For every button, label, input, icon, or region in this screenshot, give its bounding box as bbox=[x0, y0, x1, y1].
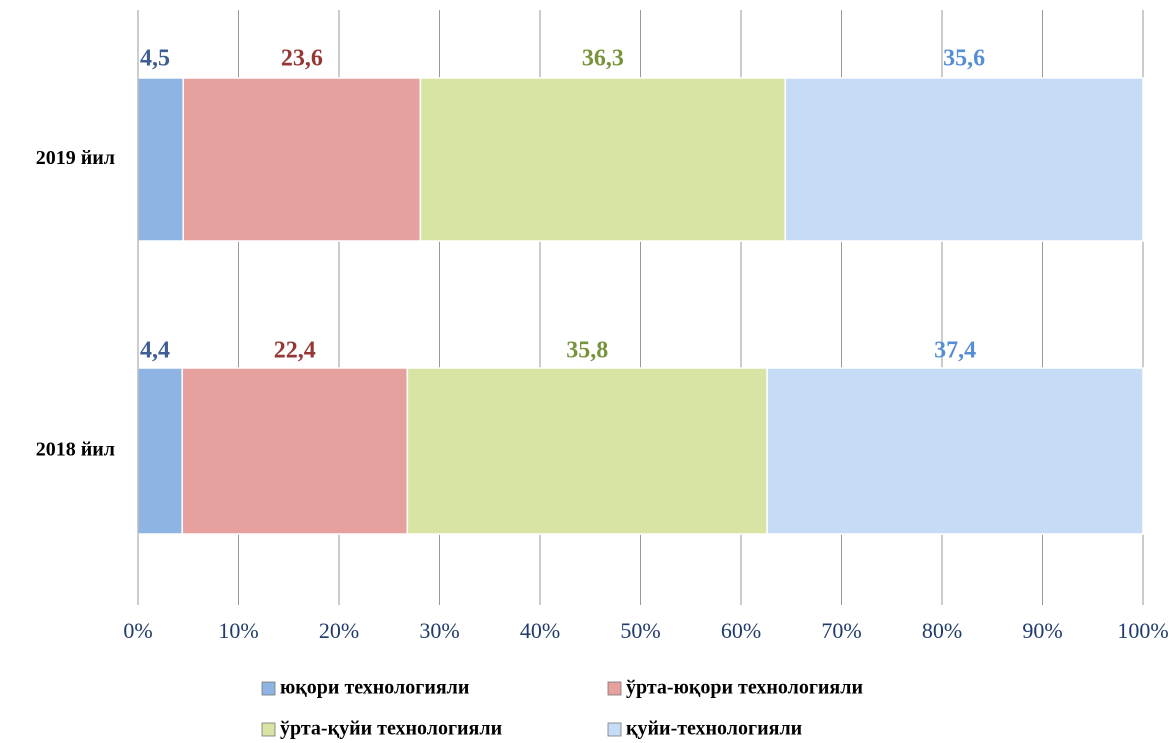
y-tick-label: 2019 йил bbox=[36, 147, 115, 169]
legend-swatch bbox=[261, 681, 276, 696]
legend-label: ўрта-юқори технологияли bbox=[626, 677, 863, 699]
bar-segment bbox=[137, 77, 184, 242]
x-tick-label: 100% bbox=[1117, 618, 1168, 643]
legend-swatch bbox=[607, 722, 622, 737]
x-tick-label: 70% bbox=[821, 618, 861, 643]
data-label: 4,5 bbox=[140, 46, 170, 72]
x-tick-label: 60% bbox=[721, 618, 761, 643]
y-tick-label: 2018 йил bbox=[36, 439, 115, 461]
legend-label: ўрта-қуйи технологияли bbox=[280, 718, 502, 740]
data-label: 35,8 bbox=[566, 338, 608, 364]
x-tick-label: 0% bbox=[123, 618, 152, 643]
bar-segment bbox=[419, 77, 786, 242]
x-tick-label: 80% bbox=[922, 618, 962, 643]
data-label: 37,4 bbox=[934, 338, 976, 364]
bar-segment bbox=[766, 367, 1144, 535]
bar-segment bbox=[137, 367, 183, 535]
x-tick-label: 20% bbox=[319, 618, 359, 643]
bar-segment bbox=[406, 367, 768, 535]
legend-swatch bbox=[607, 681, 622, 696]
bar-segment bbox=[182, 77, 422, 242]
data-label: 35,6 bbox=[943, 46, 985, 72]
legend-label: юқори технологияли bbox=[280, 677, 469, 699]
x-tick-label: 50% bbox=[620, 618, 660, 643]
x-tick-label: 30% bbox=[419, 618, 459, 643]
x-tick-label: 40% bbox=[520, 618, 560, 643]
data-label: 22,4 bbox=[274, 338, 316, 364]
bar-segment bbox=[784, 77, 1144, 242]
x-tick-label: 90% bbox=[1022, 618, 1062, 643]
legend-swatch bbox=[261, 722, 276, 737]
bar-segment bbox=[181, 367, 409, 535]
data-label: 4,4 bbox=[140, 338, 170, 364]
data-label: 36,3 bbox=[582, 46, 624, 72]
data-label: 23,6 bbox=[281, 46, 323, 72]
legend-label: қуйи-технологияли bbox=[626, 718, 802, 740]
x-tick-label: 10% bbox=[218, 618, 258, 643]
